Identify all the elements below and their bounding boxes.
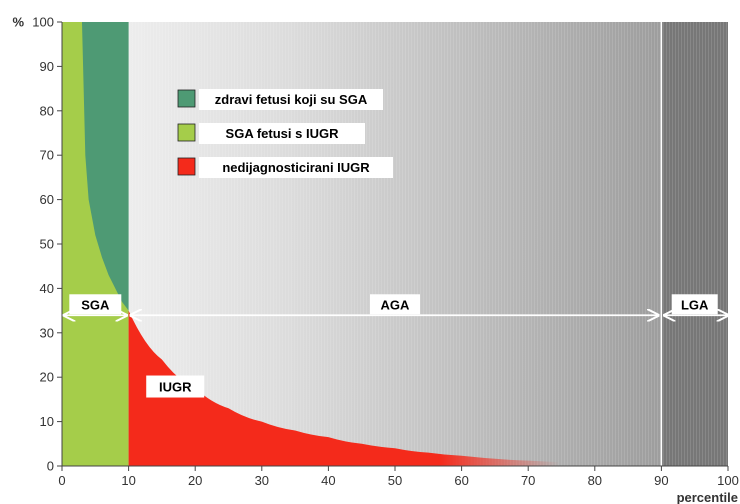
lga-label-box	[671, 294, 718, 315]
x-tick-label: 60	[454, 473, 468, 488]
legend: zdravi fetusi koji su SGA SGA fetusi s I…	[177, 89, 393, 178]
iugr-annotation: IUGR	[159, 380, 192, 395]
x-tick-label: 90	[654, 473, 668, 488]
x-tick-label: 50	[388, 473, 402, 488]
region-labels: SGA AGA LGA IUGR	[69, 294, 718, 398]
legend-label-zdravi: zdravi fetusi koji su SGA	[215, 92, 368, 107]
area-nedijagnosticirani-iugr	[128, 310, 662, 466]
sga-label: SGA	[81, 297, 110, 312]
y-tick-label: 20	[40, 370, 54, 385]
x-axis-label: percentile	[677, 490, 738, 504]
y-tick-label: 100	[32, 15, 54, 30]
legend-swatch-sga-iugr	[177, 123, 196, 142]
x-tick-label: 70	[521, 473, 535, 488]
y-axis-label: %	[12, 15, 24, 30]
sga-label-box	[69, 294, 122, 315]
legend-label-sga-iugr: SGA fetusi s IUGR	[226, 126, 340, 141]
aga-label-box	[370, 294, 420, 315]
x-tick-label: 30	[255, 473, 269, 488]
legend-label-box-sga-iugr	[199, 123, 365, 144]
y-tick-label: 40	[40, 281, 54, 296]
area-sga-iugr	[62, 22, 129, 466]
x-tick-label: 20	[188, 473, 202, 488]
x-tick-label: 0	[58, 473, 65, 488]
x-tick-label: 100	[717, 473, 739, 488]
axes: 0 10 20 30 40 50 60 70 80 90 100 0 10 20 30 40 50 60 70 80…	[12, 15, 738, 504]
legend-swatch-zdravi	[177, 89, 196, 108]
legend-label-nedijagnosticirani: nedijagnosticirani IUGR	[222, 160, 370, 175]
iugr-label-box	[146, 375, 205, 398]
background-texture	[128, 22, 729, 466]
x-tick-label: 10	[121, 473, 135, 488]
y-tick-label: 80	[40, 103, 54, 118]
lga-label: LGA	[681, 297, 709, 312]
y-tick-label: 60	[40, 192, 54, 207]
legend-swatch-nedijagnosticirani	[177, 157, 196, 176]
y-tick-label: 10	[40, 414, 54, 429]
x-tick-label: 40	[321, 473, 335, 488]
y-tick-label: 90	[40, 59, 54, 74]
legend-label-box-nedijagnosticirani	[199, 157, 393, 178]
plot-area	[62, 22, 729, 466]
x-tick-label: 80	[588, 473, 602, 488]
y-tick-label: 70	[40, 148, 54, 163]
aga-label: AGA	[381, 297, 411, 312]
legend-label-box-zdravi	[199, 89, 383, 110]
y-tick-label: 0	[47, 459, 54, 474]
y-tick-label: 30	[40, 325, 54, 340]
y-tick-label: 50	[40, 237, 54, 252]
